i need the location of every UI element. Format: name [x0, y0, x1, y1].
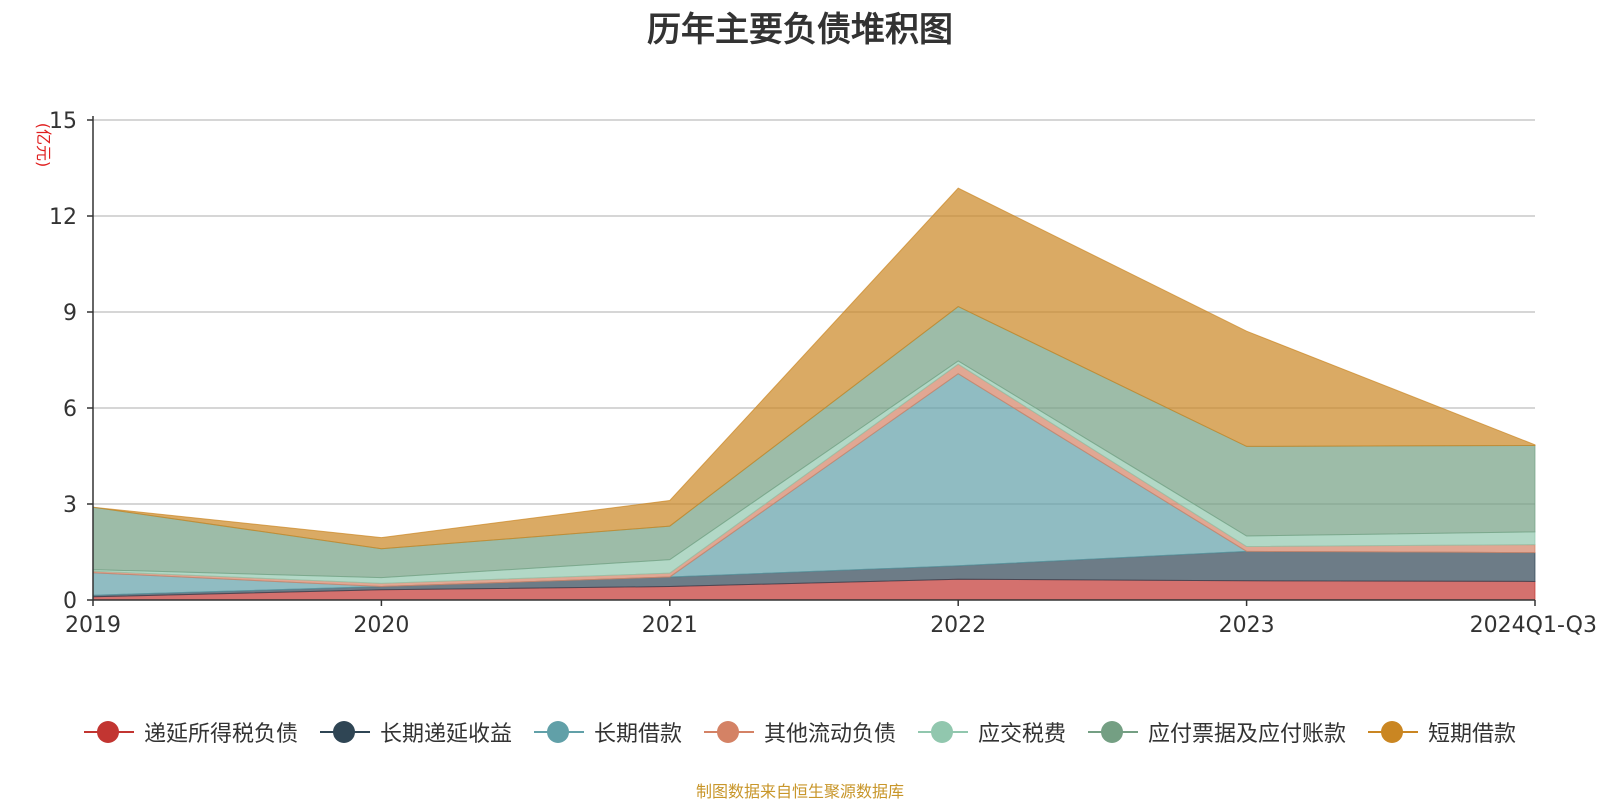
- legend-marker-icon: [533, 721, 584, 743]
- legend-item[interactable]: 应交税费: [918, 716, 1066, 748]
- x-tick-label: 2022: [930, 613, 986, 638]
- x-tick-label: 2024Q1-Q3: [1470, 613, 1597, 638]
- chart-title: 历年主要负债堆积图: [647, 10, 953, 50]
- x-tick-label: 2023: [1219, 613, 1275, 638]
- y-axis-label: (亿元): [34, 123, 53, 168]
- legend-label: 长期递延收益: [379, 722, 512, 747]
- chart-legend: 递延所得税负债 长期递延收益 长期借款 其他流动负债 应交税费 应付票据及应付账款 短期借款: [0, 716, 1600, 748]
- legend-label: 短期借款: [1428, 722, 1517, 747]
- y-tick-label: 3: [63, 493, 77, 518]
- y-tick-label: 15: [49, 109, 77, 134]
- legend-item[interactable]: 长期借款: [533, 716, 682, 748]
- legend-marker-icon: [918, 721, 968, 743]
- legend-item[interactable]: 递延所得税负债: [83, 716, 298, 748]
- y-tick-label: 6: [63, 397, 77, 422]
- legend-item[interactable]: 短期借款: [1368, 716, 1516, 748]
- legend-marker-icon: [1088, 721, 1139, 743]
- legend-label: 应交税费: [978, 722, 1067, 747]
- source-note: 制图数据来自恒生聚源数据库: [695, 782, 904, 801]
- x-tick-label: 2019: [65, 613, 121, 638]
- legend-label: 递延所得税负债: [143, 722, 298, 747]
- legend-label: 其他流动负债: [763, 722, 896, 747]
- area-series-7: [92, 187, 1536, 550]
- legend-marker-icon: [319, 721, 370, 743]
- legend-marker-icon: [703, 721, 754, 743]
- x-tick-label: 2020: [353, 613, 409, 638]
- legend-marker-icon: [1368, 721, 1419, 743]
- y-tick-label: 12: [49, 205, 77, 230]
- legend-item[interactable]: 其他流动负债: [703, 716, 896, 748]
- y-tick-label: 9: [63, 301, 77, 326]
- legend-item[interactable]: 长期递延收益: [319, 716, 512, 748]
- legend-label: 长期借款: [593, 722, 682, 747]
- legend-label: 应付票据及应付账款: [1148, 722, 1347, 747]
- y-tick-label: 0: [63, 589, 77, 614]
- legend-item[interactable]: 应付票据及应付账款: [1088, 716, 1346, 748]
- legend-marker-icon: [83, 721, 134, 743]
- x-tick-label: 2021: [642, 613, 698, 638]
